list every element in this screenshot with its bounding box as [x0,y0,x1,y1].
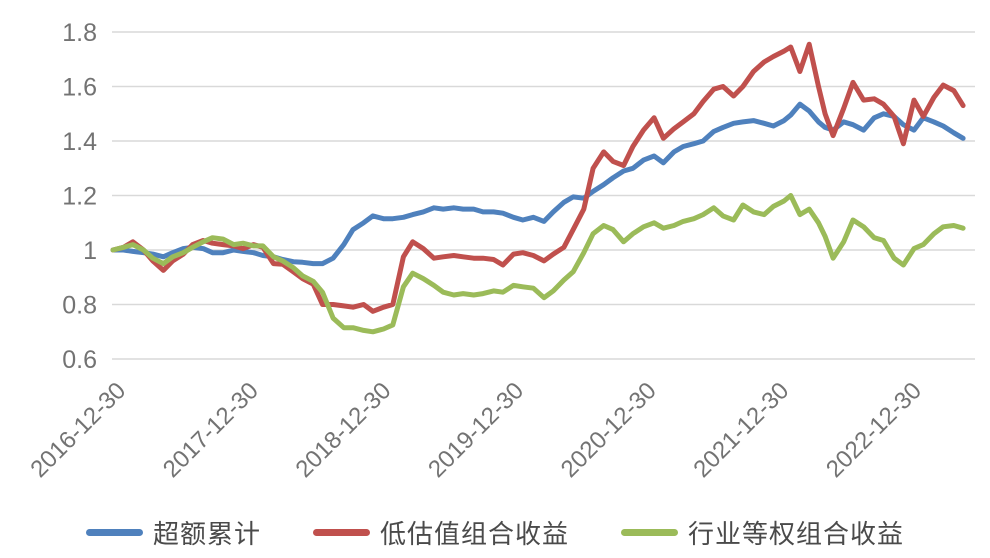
legend-line-marker [621,529,678,536]
legend-label: 低估值组合收益 [379,520,569,550]
series-line-1 [110,41,966,314]
x-tick-label: 2017-12-30 [158,377,264,483]
x-tick-label: 2021-12-30 [688,377,794,483]
y-tick-label: 0.8 [62,292,97,320]
legend-item-2: 行业等权组合收益 [621,514,904,551]
legend-line-marker [312,529,370,536]
x-tick-label: 2018-12-30 [291,377,397,483]
y-tick-label: 0.6 [62,346,97,374]
series-line-2 [110,193,966,335]
y-tick-label: 1.2 [62,183,97,211]
gridlines [112,31,975,360]
legend-item-1: 低估值组合收益 [312,514,569,551]
series-line-0 [110,101,966,267]
legend-label: 行业等权组合收益 [688,520,905,550]
series-lines [110,41,966,335]
legend-label: 超额累计 [152,520,261,550]
legend-line-marker [85,529,143,536]
y-axis-tick-labels: 0.6 0.8 1 1.2 1.4 1.6 1.8 [62,19,97,374]
y-tick-label: 1.4 [62,128,97,156]
y-tick-label: 1.6 [62,74,97,102]
x-tick-label: 2019-12-30 [423,377,529,483]
chart-legend: 超额累计 低估值组合收益 行业等权组合收益 [0,514,990,551]
x-tick-label: 2022-12-30 [821,377,927,483]
x-tick-label: 2020-12-30 [556,377,662,483]
x-tick-label: 2016-12-30 [25,377,131,483]
y-tick-label: 1.8 [62,19,97,47]
x-axis-tick-labels: 2016-12-30 2017-12-30 2018-12-30 2019-12-30… [25,377,927,483]
y-tick-label: 1 [83,237,97,265]
legend-item-0: 超额累计 [85,514,261,551]
